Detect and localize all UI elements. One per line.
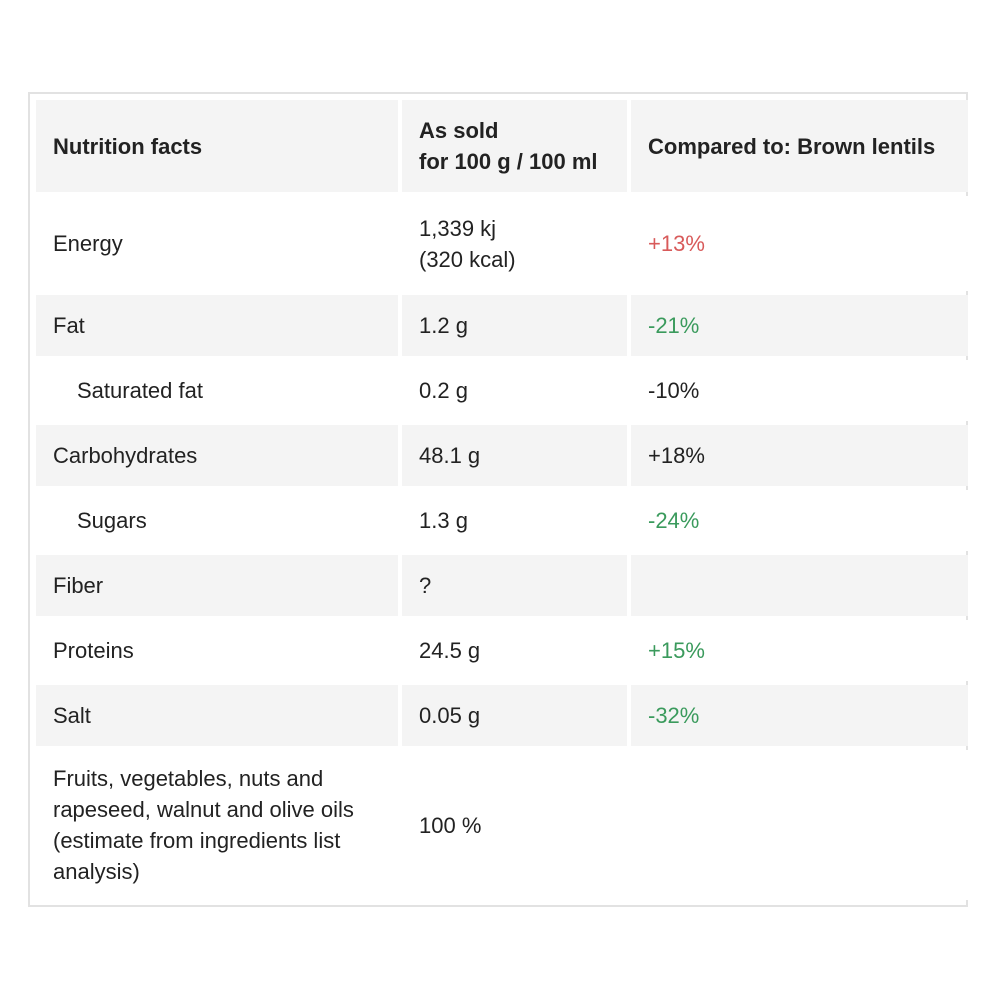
comparison-value: -10% <box>631 360 968 421</box>
comparison-value <box>631 750 968 900</box>
nutrient-name: Proteins <box>36 620 398 681</box>
comparison-value: -32% <box>631 685 968 746</box>
nutrient-value: 0.05 g <box>402 685 627 746</box>
nutrient-name: Salt <box>36 685 398 746</box>
table-header-row: Nutrition facts As sold for 100 g / 100 … <box>36 100 968 192</box>
energy-kj: 1,339 kj <box>419 215 497 241</box>
table-row-fruits-vegetables: Fruits, vegetables, nuts and rapeseed, w… <box>36 750 968 900</box>
energy-kcal: (320 kcal) <box>419 246 516 272</box>
table-row-saturated-fat: Saturated fat 0.2 g -10% <box>36 360 968 421</box>
comparison-value: -21% <box>631 295 968 356</box>
nutrient-value: 0.2 g <box>402 360 627 421</box>
nutrient-value: 48.1 g <box>402 425 627 486</box>
nutrition-table: Nutrition facts As sold for 100 g / 100 … <box>32 96 972 904</box>
nutrient-value: 1.3 g <box>402 490 627 551</box>
table-row-energy: Energy 1,339 kj (320 kcal) +13% <box>36 196 968 291</box>
nutrition-table-frame: Nutrition facts As sold for 100 g / 100 … <box>28 92 968 907</box>
table-row-fat: Fat 1.2 g -21% <box>36 295 968 356</box>
comparison-value: +18% <box>631 425 968 486</box>
header-as-sold-line2: for 100 g / 100 ml <box>419 149 598 174</box>
header-compared-to: Compared to: Brown lentils <box>631 100 968 192</box>
nutrient-value: 24.5 g <box>402 620 627 681</box>
header-as-sold: As sold for 100 g / 100 ml <box>402 100 627 192</box>
header-nutrition-facts: Nutrition facts <box>36 100 398 192</box>
comparison-value <box>631 555 968 616</box>
nutrient-name: Saturated fat <box>36 360 398 421</box>
nutrient-name: Fiber <box>36 555 398 616</box>
table-row-proteins: Proteins 24.5 g +15% <box>36 620 968 681</box>
nutrient-name: Carbohydrates <box>36 425 398 486</box>
nutrient-value: 100 % <box>402 750 627 900</box>
table-row-sugars: Sugars 1.3 g -24% <box>36 490 968 551</box>
nutrient-name: Fat <box>36 295 398 356</box>
comparison-value: +13% <box>631 196 968 291</box>
table-row-fiber: Fiber ? <box>36 555 968 616</box>
nutrient-name: Fruits, vegetables, nuts and rapeseed, w… <box>36 750 398 900</box>
nutrient-name: Sugars <box>36 490 398 551</box>
comparison-value: +15% <box>631 620 968 681</box>
nutrient-name: Energy <box>36 196 398 291</box>
table-row-salt: Salt 0.05 g -32% <box>36 685 968 746</box>
nutrient-value: 1.2 g <box>402 295 627 356</box>
nutrient-value: ? <box>402 555 627 616</box>
nutrient-value: 1,339 kj (320 kcal) <box>402 196 627 291</box>
comparison-value: -24% <box>631 490 968 551</box>
table-row-carbohydrates: Carbohydrates 48.1 g +18% <box>36 425 968 486</box>
header-as-sold-line1: As sold <box>419 118 499 143</box>
